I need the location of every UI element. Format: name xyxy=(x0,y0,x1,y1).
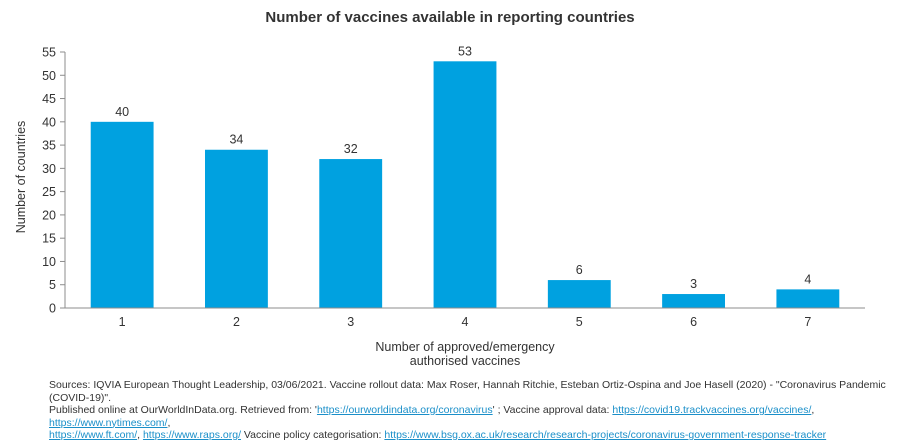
y-axis-label: Number of countries xyxy=(14,121,28,234)
data-label: 34 xyxy=(229,133,243,147)
sources-line-1: Sources: IQVIA European Thought Leadersh… xyxy=(49,379,886,404)
x-tick-label: 4 xyxy=(462,315,469,329)
bar-4 xyxy=(433,61,497,309)
y-tick-label: 20 xyxy=(42,208,56,222)
y-tick-label: 30 xyxy=(42,162,56,176)
sources-text-vaccine-approval: ' ; Vaccine approval data: xyxy=(492,404,613,416)
link-bsg-tracker[interactable]: https://www.bsg.ox.ac.uk/research/resear… xyxy=(384,429,827,441)
data-label: 32 xyxy=(344,142,358,156)
y-tick-label: 25 xyxy=(42,185,56,199)
link-raps[interactable]: https://www.raps.org/ xyxy=(142,429,241,441)
y-tick-label: 0 xyxy=(49,302,56,316)
data-label: 3 xyxy=(690,277,697,291)
bar-6 xyxy=(662,294,725,308)
x-axis: 1 2 3 4 5 6 7 xyxy=(65,307,865,329)
link-nytimes[interactable]: https://www.nytimes.com/ xyxy=(49,416,168,429)
x-axis-label-line-1: Number of approved/emergency xyxy=(375,340,555,354)
x-tick-label: 1 xyxy=(119,315,126,329)
y-tick-label: 10 xyxy=(42,255,56,269)
y-tick-label: 45 xyxy=(42,92,56,106)
link-trackvaccines[interactable]: https://covid19.trackvaccines.org/vaccin… xyxy=(612,404,812,416)
sources-text-owid-prefix: Published online at OurWorldInData.org. … xyxy=(49,404,317,416)
y-tick-label: 35 xyxy=(42,139,56,153)
link-ft[interactable]: https://www.ft.com/ xyxy=(49,429,138,441)
bar-5 xyxy=(547,280,611,308)
x-tick-label: 6 xyxy=(690,315,697,329)
y-tick-label: 50 xyxy=(42,69,56,83)
y-tick-label: 15 xyxy=(42,232,56,246)
y-tick-label: 55 xyxy=(42,46,56,60)
data-label: 6 xyxy=(576,263,583,277)
link-ourworldindata[interactable]: https://ourworldindata.org/coronavirus xyxy=(316,404,493,416)
x-tick-label: 3 xyxy=(347,315,354,329)
sources-line-2: Published online at OurWorldInData.org. … xyxy=(49,404,889,429)
y-tick-label: 5 xyxy=(49,278,56,292)
bar-7 xyxy=(776,289,840,308)
x-tick-label: 7 xyxy=(804,315,811,329)
x-axis-label-line-2: authorised vaccines xyxy=(410,354,520,368)
x-tick-label: 5 xyxy=(576,315,583,329)
sources-note: Sources: IQVIA European Thought Leadersh… xyxy=(49,379,889,442)
data-label: 53 xyxy=(458,44,472,58)
chart-title: Number of vaccines available in reportin… xyxy=(265,9,635,26)
sources-line-3: https://www.ft.com/, https://www.raps.or… xyxy=(49,429,889,442)
bar-3 xyxy=(319,159,383,308)
y-tick-label: 40 xyxy=(42,115,56,129)
y-axis: 0 5 10 15 20 25 30 35 40 45 50 55 xyxy=(42,46,66,316)
x-tick-label: 2 xyxy=(233,315,240,329)
data-label: 40 xyxy=(115,105,129,119)
sources-separator: , xyxy=(167,416,171,429)
sources-separator: , xyxy=(811,404,815,416)
sources-text-policy: Vaccine policy categorisation: xyxy=(241,429,385,441)
bar-1 xyxy=(90,121,154,309)
bar-2 xyxy=(205,149,268,308)
data-label: 4 xyxy=(804,272,811,286)
